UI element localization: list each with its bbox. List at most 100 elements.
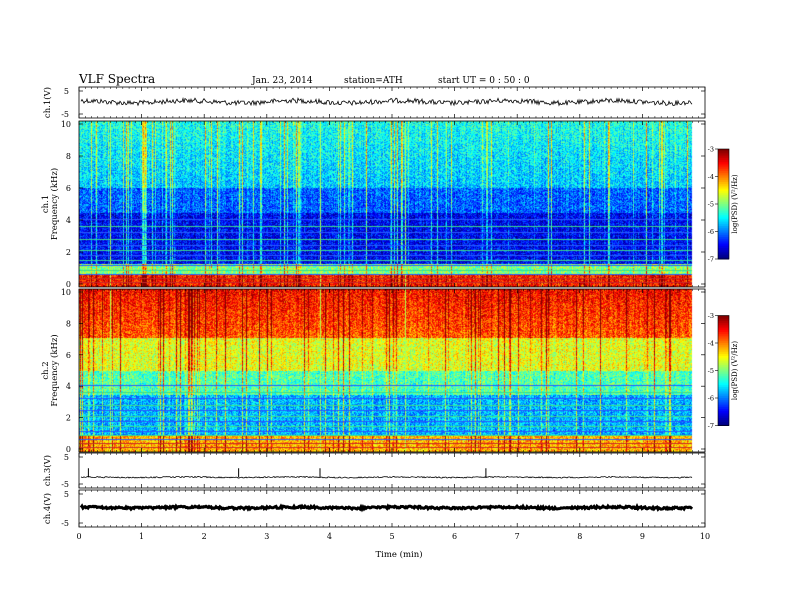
colorbar-swatch	[718, 249, 729, 253]
colorbar-swatch	[718, 343, 729, 346]
colorbar-swatch	[718, 169, 729, 172]
colorbar-swatch	[718, 216, 729, 220]
x-tick-label: 9	[640, 532, 645, 541]
colorbar-swatch	[718, 350, 729, 353]
colorbar-swatch	[718, 315, 729, 318]
colorbar-swatch	[718, 418, 729, 421]
y-tick-label: 4	[66, 216, 71, 225]
colorbar-swatch	[718, 211, 729, 214]
colorbar-swatch	[718, 227, 729, 231]
colorbar-swatch	[718, 405, 729, 408]
spectrogram-ylabel-2: Frequency (kHz)	[49, 334, 60, 406]
colorbar-swatch	[718, 388, 729, 392]
x-tick-label: 0	[76, 532, 81, 541]
y-ticks-panel-0: 5 -5	[61, 87, 705, 119]
figure-title: VLF Spectra	[78, 72, 155, 86]
colorbar-swatch	[718, 246, 729, 249]
x-tick-label: 2	[202, 532, 207, 541]
colorbar-swatch	[718, 205, 729, 209]
colorbar-swatch	[718, 383, 729, 386]
waveform-ylabel-3: ch.3(V)	[42, 455, 53, 486]
colorbar-swatch	[718, 183, 729, 187]
y-tick-label: -5	[61, 519, 69, 528]
colorbar-swatch	[718, 341, 729, 344]
y-ticks-panel-4: 5 -5	[61, 490, 705, 528]
colorbar-swatch	[718, 333, 729, 337]
colorbar-swatch	[718, 167, 729, 170]
x-ticks-panel-1	[78, 121, 706, 287]
colorbar-swatch	[718, 253, 729, 256]
colorbar-swatch	[718, 392, 729, 395]
colorbar-2: -3 -4 -5 -6 -7 log(PSD) (V²/Hz)	[708, 312, 739, 430]
colorbar-swatch	[718, 423, 729, 426]
x-ticks-panel-0	[78, 87, 706, 118]
colorbar-tick-label: -7	[708, 422, 714, 430]
y-tick-label: -5	[61, 480, 69, 489]
colorbar-swatch	[718, 222, 729, 225]
y-tick-label: 6	[66, 351, 71, 360]
y-tick-label: 4	[66, 382, 71, 391]
y-ticks-panel-3: 5 -5	[61, 453, 705, 489]
colorbar-swatch	[718, 396, 729, 399]
colorbar-swatch	[718, 317, 729, 320]
y-tick-label: 8	[66, 152, 71, 161]
colorbar-swatch	[718, 187, 729, 190]
date-label: Jan. 23, 2014	[251, 76, 313, 86]
y-tick-label: 10	[61, 120, 71, 129]
colorbar-swatch	[718, 398, 729, 401]
colorbar-swatch	[718, 194, 729, 198]
x-tick-label: 5	[389, 532, 394, 541]
x-ticks-panel-3	[78, 453, 706, 488]
spectrogram-ylabel-1: Frequency (kHz)	[49, 168, 60, 240]
waveform-trace-4	[79, 503, 694, 513]
y-tick-label: 5	[64, 87, 69, 96]
colorbar-swatch	[718, 324, 729, 327]
colorbar-swatch	[718, 149, 729, 152]
waveform-trace-3	[80, 475, 693, 479]
colorbar-tick-label: -4	[708, 340, 714, 348]
colorbar-swatch	[718, 255, 729, 258]
colorbar-swatch	[718, 381, 729, 384]
colorbar-swatch	[718, 348, 729, 351]
colorbar-swatch	[718, 202, 729, 205]
colorbar-label: log(PSD) (V²/Hz)	[731, 174, 739, 233]
colorbar-swatch	[718, 410, 729, 414]
colorbar-swatch	[718, 363, 729, 366]
colorbar-swatch	[718, 335, 729, 338]
y-tick-label: 5	[64, 490, 69, 499]
y-tick-label: 10	[61, 288, 71, 297]
colorbar-swatch	[718, 185, 729, 188]
colorbar-swatch	[718, 242, 729, 245]
colorbar-swatch	[718, 213, 729, 216]
y-tick-label: -5	[61, 110, 69, 119]
y-ticks-panel-1: 0 2 4 6 8 10	[61, 120, 705, 289]
colorbar-swatch	[718, 416, 729, 419]
colorbar-swatch	[718, 414, 729, 417]
colorbar-swatch	[718, 379, 729, 382]
colorbar-swatch	[718, 385, 729, 388]
colorbar-tick-label: -5	[708, 201, 714, 209]
colorbar-swatch	[718, 368, 729, 371]
y-tick-label: 0	[66, 445, 71, 454]
colorbar-swatch	[718, 150, 729, 154]
colorbar-swatch	[718, 209, 729, 212]
colorbar-1: -3 -4 -5 -6 -7 log(PSD) (V²/Hz)	[708, 146, 739, 264]
colorbar-swatch	[718, 237, 729, 240]
waveform-ylabel-0: ch.1(V)	[42, 87, 53, 118]
colorbar-swatch	[718, 387, 729, 390]
colorbar-swatch	[718, 377, 729, 381]
start-ut-label: start UT = 0 : 50 : 0	[438, 76, 530, 86]
colorbar-swatch	[718, 235, 729, 238]
x-tick-label: 7	[515, 532, 520, 541]
colorbar-swatch	[718, 178, 729, 181]
colorbar-tick-label: -6	[708, 395, 714, 403]
colorbar-swatch	[718, 346, 729, 349]
colorbar-tick-label: -3	[708, 312, 714, 320]
y-tick-label: 6	[66, 184, 71, 193]
colorbar-swatch	[718, 156, 729, 159]
colorbar-swatch	[718, 193, 729, 196]
colorbar-swatch	[718, 244, 729, 247]
colorbar-swatch	[718, 328, 729, 331]
colorbar-swatch	[718, 421, 729, 425]
